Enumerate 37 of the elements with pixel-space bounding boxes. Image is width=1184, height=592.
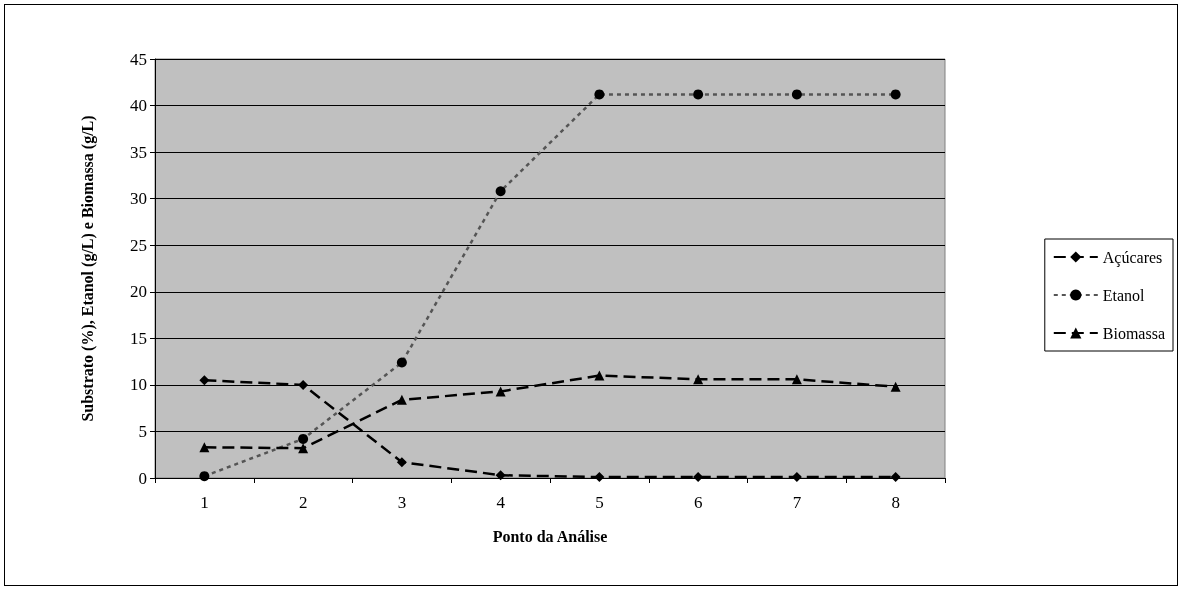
- point: [791, 374, 802, 385]
- point: [298, 379, 309, 390]
- point: [890, 472, 901, 483]
- point: [298, 443, 309, 454]
- point: [495, 470, 506, 481]
- y-tick-label: 0: [138, 468, 147, 488]
- point: [495, 386, 506, 397]
- point: [594, 370, 605, 381]
- x-tick-label: 4: [496, 493, 506, 512]
- x-tick-label: 5: [595, 493, 604, 512]
- x-tick-label: 6: [693, 493, 703, 512]
- point: [890, 381, 901, 392]
- y-tick-label: 10: [130, 375, 147, 395]
- point: [199, 442, 210, 453]
- y-tick-label: 40: [130, 96, 147, 116]
- y-tick-label: 45: [130, 49, 147, 69]
- point: [693, 374, 704, 385]
- legend-label: Açúcares: [1102, 248, 1163, 267]
- x-tick-label: 8: [891, 493, 900, 512]
- x-tick-label: 1: [200, 493, 209, 512]
- y-tick-label: 30: [130, 189, 147, 209]
- point: [594, 472, 605, 483]
- point: [199, 375, 210, 386]
- x-tick-label: 3: [397, 493, 407, 512]
- y-axis-title: Substrato (%), Etanol (g/L) e Biomassa (g/L): [78, 115, 97, 422]
- legend-label: Etanol: [1102, 286, 1146, 304]
- point: [396, 457, 407, 468]
- x-tick-label: 2: [298, 493, 308, 512]
- y-tick-label: 25: [130, 235, 147, 255]
- x-axis-title: Ponto da Análise: [492, 527, 608, 545]
- y-tick-label: 20: [130, 282, 147, 302]
- x-tick-label: 7: [792, 493, 802, 512]
- y-tick-label: 15: [130, 328, 147, 348]
- y-tick-label: 5: [138, 421, 147, 441]
- y-tick-label: 35: [130, 142, 147, 162]
- point: [396, 394, 407, 405]
- legend-label: Biomassa: [1102, 324, 1165, 342]
